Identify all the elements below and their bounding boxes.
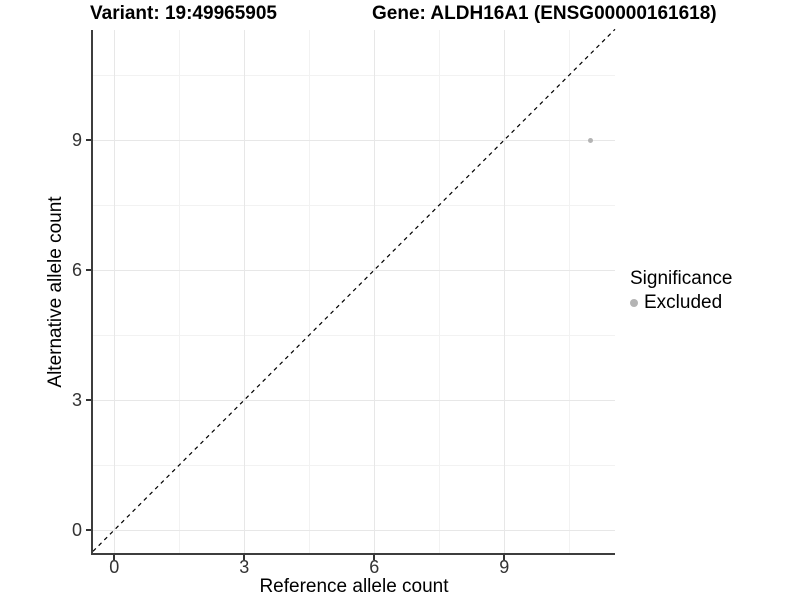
legend-item: Excluded xyxy=(630,292,732,314)
gridline-minor-v xyxy=(309,30,311,553)
y-tick-label: 6 xyxy=(71,260,82,281)
identity-line xyxy=(92,28,616,552)
gridline-minor-h xyxy=(93,205,615,207)
gridline-minor-v xyxy=(439,30,441,553)
gene-title: Gene: ALDH16A1 (ENSG00000161618) xyxy=(372,3,717,24)
x-tick-mark xyxy=(503,555,506,560)
gridline-minor-h xyxy=(93,335,615,336)
y-axis-line xyxy=(91,30,93,555)
x-axis-title: Reference allele count xyxy=(259,576,449,597)
identity-line-layer xyxy=(92,28,616,552)
legend: Significance Excluded xyxy=(630,267,732,314)
y-tick-mark xyxy=(86,399,91,401)
gridline-minor-v xyxy=(569,30,571,553)
x-tick-label: 0 xyxy=(109,557,120,577)
x-tick-label: 6 xyxy=(369,557,380,577)
legend-point-icon xyxy=(630,299,638,307)
gridline-major-h xyxy=(93,140,615,142)
gridline-major-v xyxy=(114,30,116,553)
gridline-minor-v xyxy=(179,30,181,553)
x-tick-label: 9 xyxy=(499,557,510,577)
gridline-major-v xyxy=(374,30,376,553)
gridline-minor-h xyxy=(93,75,615,77)
legend-items: Excluded xyxy=(630,292,732,314)
plot-panel xyxy=(92,28,616,553)
gridline-major-v xyxy=(504,30,506,553)
y-tick-mark xyxy=(86,139,91,142)
legend-title: Significance xyxy=(630,268,733,289)
legend-item-label: Excluded xyxy=(644,292,723,313)
y-tick-mark xyxy=(86,529,91,531)
y-tick-label: 9 xyxy=(71,130,82,151)
y-tick-label: 3 xyxy=(71,390,82,410)
x-axis-line xyxy=(91,553,615,555)
gridline-major-h xyxy=(93,400,615,401)
x-tick-label: 3 xyxy=(239,557,250,577)
data-point xyxy=(588,137,594,143)
x-tick-mark xyxy=(113,555,116,560)
gridline-major-v xyxy=(244,30,246,553)
y-tick-label: 0 xyxy=(71,520,82,540)
gridline-major-h xyxy=(93,530,615,531)
y-axis-title: Alternative allele count xyxy=(45,196,66,388)
gridline-major-h xyxy=(93,270,615,272)
x-tick-mark xyxy=(373,555,376,560)
y-tick-mark xyxy=(86,269,91,272)
x-tick-mark xyxy=(243,555,246,560)
variant-title: Variant: 19:49965905 xyxy=(90,3,277,24)
gridline-minor-h xyxy=(93,465,615,466)
